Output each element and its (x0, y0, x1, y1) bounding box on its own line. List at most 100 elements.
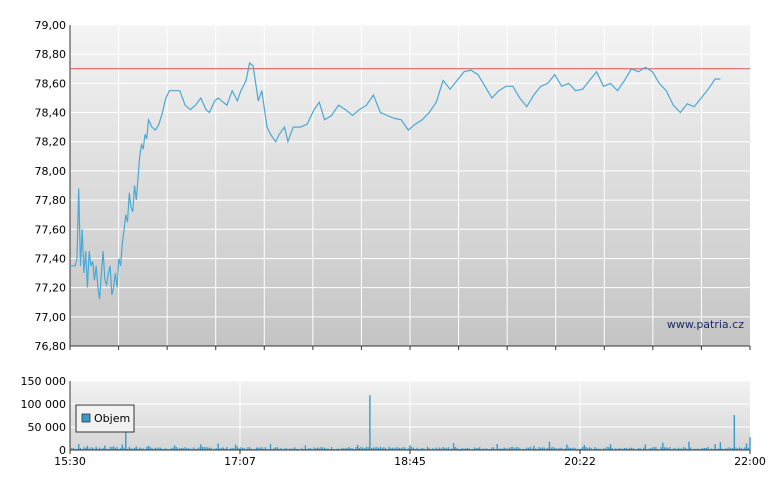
volume-bar (203, 446, 205, 450)
volume-bar (139, 447, 141, 450)
volume-bar (527, 447, 530, 450)
volume-bar (416, 447, 418, 450)
volume-bar (418, 448, 420, 450)
volume-bar (608, 447, 610, 450)
volume-bar (365, 446, 368, 450)
volume-bar (515, 446, 517, 450)
volume-bar (486, 448, 488, 450)
volume-bar (119, 448, 122, 450)
volume-bar (238, 448, 240, 450)
volume-bar (559, 447, 561, 450)
volume-bar (86, 445, 89, 450)
volume-bar (555, 448, 558, 450)
volume-bar (344, 448, 347, 450)
volume-bar (435, 447, 437, 450)
volume-bar (655, 447, 657, 450)
volume-bar (442, 447, 444, 450)
price-series-line (70, 61, 721, 300)
volume-bar (419, 448, 422, 450)
volume-bar (650, 448, 652, 450)
volume-bar (180, 448, 183, 450)
volume-bar (704, 447, 706, 450)
volume-bar (358, 448, 361, 450)
volume-bar (541, 447, 544, 450)
volume-bar (278, 448, 280, 450)
volume-bar (543, 447, 545, 450)
volume-bar (463, 448, 465, 450)
x-tick-label: 17:07 (224, 455, 256, 468)
volume-bar (88, 448, 90, 450)
volume-bar (604, 448, 606, 450)
volume-bar (599, 448, 601, 450)
volume-bar (693, 448, 695, 450)
x-tick-label: 22:00 (734, 455, 766, 468)
volume-bar (254, 448, 256, 450)
volume-bar (315, 448, 317, 450)
volume-bar (371, 448, 373, 450)
volume-bar (172, 447, 174, 450)
volume-bar (261, 447, 263, 450)
volume-bar (318, 448, 320, 450)
volume-bar (243, 448, 245, 450)
price-y-tick-label: 77,60 (35, 223, 67, 236)
volume-bar (147, 445, 150, 450)
volume-bar (90, 447, 92, 450)
volume-bar (737, 448, 739, 450)
volume-bar (362, 447, 364, 450)
volume-bar (336, 448, 338, 450)
volume-bar (123, 447, 125, 450)
volume-bar (367, 447, 369, 450)
volume-bar (690, 447, 692, 450)
volume-bar (505, 448, 507, 450)
volume-bar (477, 447, 479, 450)
price-y-tick-label: 77,20 (35, 282, 67, 295)
volume-bar (475, 448, 477, 450)
volume-bar (269, 444, 272, 450)
volume-bar (468, 448, 470, 450)
volume-bar (568, 447, 570, 450)
volume-bar (224, 448, 226, 450)
volume-bar (280, 448, 282, 450)
volume-bar (731, 448, 734, 450)
volume-bar (421, 447, 423, 450)
volume-bar (656, 448, 659, 450)
volume-bar (578, 448, 580, 450)
volume-bar (250, 448, 252, 450)
volume-bar (308, 448, 310, 450)
volume-bar (369, 395, 371, 450)
volume-y-tick-label: 0 (59, 444, 66, 457)
volume-bar (236, 446, 238, 450)
volume-bar (208, 447, 211, 450)
volume-bar (374, 447, 376, 450)
volume-bar (184, 447, 186, 450)
volume-bar (550, 447, 552, 450)
volume-bar (437, 448, 439, 450)
volume-bar (191, 448, 193, 450)
volume-bar (423, 448, 425, 450)
volume-bar (611, 447, 613, 450)
volume-bar (688, 441, 690, 450)
volume-bar (597, 448, 599, 450)
volume-bar (459, 448, 462, 450)
volume-bar (125, 418, 127, 450)
price-y-tick-label: 77,00 (35, 311, 67, 324)
volume-bar (498, 448, 500, 450)
volume-bar (391, 447, 394, 450)
volume-bar (193, 447, 195, 450)
volume-bar (496, 444, 498, 450)
volume-bar (536, 448, 538, 450)
volume-bar (97, 448, 99, 450)
volume-bar (292, 448, 294, 450)
volume-bar (409, 445, 411, 450)
volume-bar (219, 448, 221, 450)
volume-bar (718, 448, 720, 450)
volume-bar (301, 447, 303, 450)
volume-bar (360, 447, 362, 450)
volume-bar (381, 447, 383, 450)
volume-bar (724, 448, 727, 450)
volume-bar (534, 448, 537, 450)
volume-bar (398, 448, 401, 450)
volume-bar (128, 446, 130, 450)
volume-bar (383, 447, 385, 450)
